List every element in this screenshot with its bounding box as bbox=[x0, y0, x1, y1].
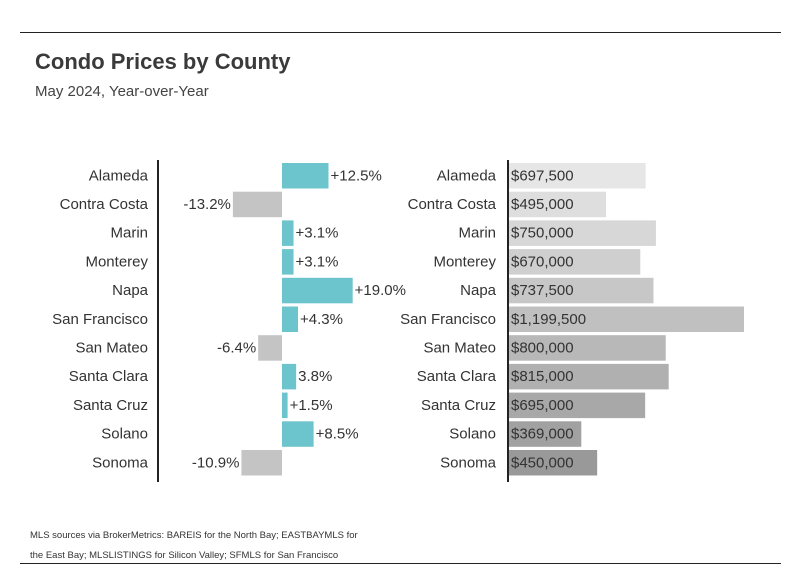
change-category-label: Alameda bbox=[89, 167, 149, 184]
change-bar bbox=[282, 249, 294, 275]
change-data-label: +19.0% bbox=[355, 282, 406, 299]
change-bar bbox=[282, 363, 297, 390]
top-rule bbox=[20, 32, 781, 33]
change-data-label: +4.3% bbox=[300, 311, 343, 328]
price-category-label: Santa Cruz bbox=[421, 397, 496, 414]
price-bar bbox=[509, 363, 669, 390]
price-bar bbox=[509, 392, 646, 419]
source-footnote: MLS sources via BrokerMetrics: BAREIS fo… bbox=[30, 530, 358, 561]
price-bar bbox=[509, 421, 582, 447]
change-category-label: Monterey bbox=[85, 253, 148, 270]
price-category-label: Sonoma bbox=[440, 454, 497, 471]
change-bar bbox=[282, 220, 294, 246]
price-category-label: Solano bbox=[449, 426, 496, 443]
change-category-label: Santa Cruz bbox=[73, 397, 148, 414]
change-category-label: San Mateo bbox=[75, 339, 148, 356]
bottom-rule bbox=[20, 563, 781, 564]
price-data-label: $1,199,500 bbox=[511, 311, 586, 328]
change-category-label: Contra Costa bbox=[60, 196, 149, 213]
change-bar bbox=[258, 335, 282, 361]
price-category-label: Contra Costa bbox=[408, 196, 497, 213]
change-data-label: +8.5% bbox=[316, 426, 359, 443]
price-category-label: Alameda bbox=[437, 167, 497, 184]
price-data-label: $450,000 bbox=[511, 454, 574, 471]
change-bar bbox=[241, 450, 282, 476]
change-bar bbox=[282, 306, 298, 332]
change-data-label: +1.5% bbox=[290, 397, 333, 414]
price-data-label: $695,000 bbox=[511, 397, 574, 414]
change-data-label: +3.1% bbox=[296, 253, 339, 270]
price-data-label: $800,000 bbox=[511, 339, 574, 356]
change-data-label: -10.9% bbox=[192, 454, 240, 471]
change-category-label: Sonoma bbox=[92, 454, 149, 471]
price-bar bbox=[509, 277, 654, 304]
price-data-label: $369,000 bbox=[511, 426, 574, 443]
chart-title: Condo Prices by County bbox=[35, 49, 291, 74]
price-category-label: Monterey bbox=[433, 253, 496, 270]
price-category-label: Napa bbox=[460, 282, 497, 299]
price-data-label: $495,000 bbox=[511, 196, 574, 213]
change-category-label: Solano bbox=[101, 426, 148, 443]
price-bar bbox=[509, 249, 641, 275]
change-category-label: San Francisco bbox=[52, 311, 148, 328]
change-data-label: +12.5% bbox=[331, 167, 382, 184]
price-bar bbox=[509, 220, 656, 246]
price-category-label: San Mateo bbox=[423, 339, 496, 356]
price-category-label: Santa Clara bbox=[417, 368, 497, 385]
change-category-label: Marin bbox=[110, 225, 148, 242]
change-bar bbox=[282, 163, 329, 189]
price-category-label: Marin bbox=[458, 225, 496, 242]
price-bar bbox=[509, 306, 744, 332]
price-bar bbox=[509, 450, 598, 476]
change-category-label: Napa bbox=[112, 282, 149, 299]
change-bar bbox=[282, 421, 314, 447]
price-bar bbox=[509, 191, 606, 218]
change-bar bbox=[282, 277, 353, 304]
price-data-label: $697,500 bbox=[511, 167, 574, 184]
price-data-label: $815,000 bbox=[511, 368, 574, 385]
change-category-label: Santa Clara bbox=[69, 368, 149, 385]
change-bar bbox=[232, 191, 282, 218]
price-category-label: San Francisco bbox=[400, 311, 496, 328]
change-data-label: 3.8% bbox=[298, 368, 332, 385]
price-bar bbox=[509, 163, 646, 189]
change-data-label: -13.2% bbox=[183, 196, 231, 213]
price-data-label: $737,500 bbox=[511, 282, 574, 299]
price-bar bbox=[509, 335, 666, 361]
price-data-label: $750,000 bbox=[511, 225, 574, 242]
change-bar bbox=[282, 392, 288, 419]
change-data-label: +3.1% bbox=[296, 225, 339, 242]
chart-subtitle: May 2024, Year-over-Year bbox=[35, 83, 209, 100]
change-data-label: -6.4% bbox=[217, 339, 256, 356]
price-data-label: $670,000 bbox=[511, 253, 574, 270]
